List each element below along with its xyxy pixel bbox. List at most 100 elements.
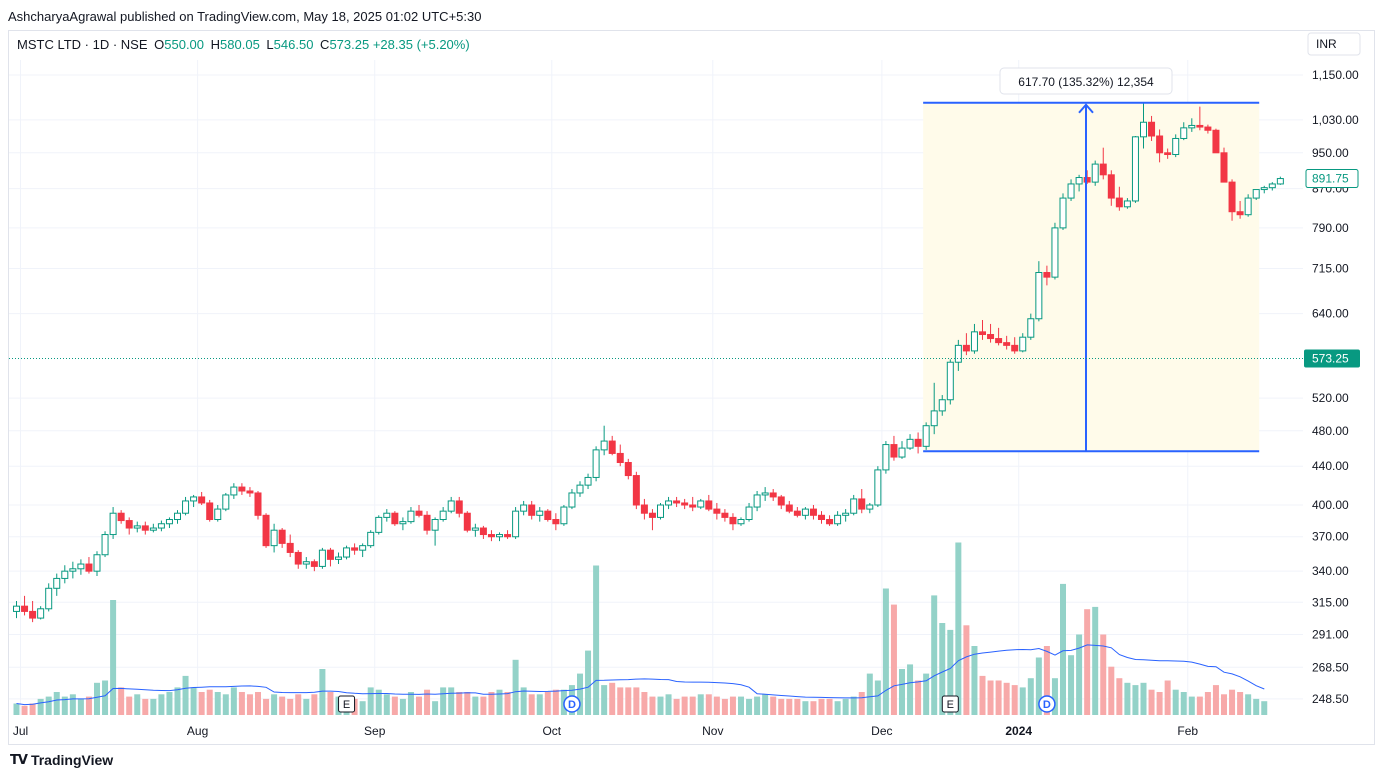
candle [182,496,190,516]
candle-body [431,519,439,531]
candle-body [769,492,777,498]
volume-bar [536,694,543,715]
candle-body [689,504,697,508]
volume-bar [1019,687,1026,715]
candle [745,502,753,522]
candle [930,382,938,435]
candle-body [222,494,230,510]
dividend-marker-label: D [568,699,576,711]
volume-bar [1068,655,1075,715]
candle-body [335,556,342,560]
candle [1244,194,1252,217]
candle [37,606,45,620]
candle [206,499,214,522]
candle-body [1156,135,1164,154]
candle [318,547,326,569]
volume-bar [271,694,278,715]
candle-body [930,410,938,427]
candle-body [1051,227,1059,278]
candle [1148,115,1156,141]
volume-bar [834,701,841,715]
volume-bar [947,629,954,715]
symbol-name[interactable]: MSTC LTD · 1D · NSE [17,37,148,52]
candle [995,327,1003,346]
candle-body [190,496,198,502]
candle-body [214,508,222,521]
candle-body [834,514,842,525]
candle [753,490,761,512]
candle [898,441,906,459]
volume-bar [657,696,664,715]
volume-bar [391,696,398,715]
candle [125,517,133,535]
y-tick-label: 291.00 [1312,628,1349,642]
high-value: 580.05 [220,37,260,52]
volume-bar [746,698,753,715]
volume-bar [1116,678,1123,715]
volume-bar [1140,682,1147,715]
candle [576,481,584,497]
candle [1212,128,1220,154]
candle [552,513,560,531]
volume-bar [1253,698,1260,715]
candle-body [777,496,785,506]
volume-bar [577,673,583,715]
volume-bar [45,696,52,715]
volume-bar [585,650,592,715]
volume-bar [504,692,511,715]
candle-body [995,338,1003,344]
volume-bar [850,696,857,715]
candle [262,513,270,548]
candle [938,395,946,416]
volume-bar [1172,689,1179,715]
y-tick-label: 480.00 [1312,424,1349,438]
candle-body [77,563,85,570]
candle [1131,136,1139,203]
candle-body [246,490,254,494]
candle-body [552,519,560,525]
y-tick-label: 315.00 [1312,595,1349,609]
candle [383,509,391,522]
volume-bar [1035,657,1042,715]
volume-bar [1092,606,1099,715]
candle [326,547,334,567]
candle [761,487,769,501]
candle [479,525,487,539]
candle-body [310,561,318,567]
candle [1260,185,1268,194]
candle-body [479,527,487,536]
candle [286,534,294,558]
candle-body [1027,318,1035,338]
candle [278,528,286,548]
open-value: 550.00 [164,37,205,52]
candle [1172,134,1180,158]
candle [801,507,809,520]
candle-body [906,438,914,449]
candle-body [375,516,383,533]
candle-body [496,534,503,538]
volume-bar [818,698,825,715]
candle-body [230,486,238,496]
candle [1164,148,1172,159]
candle-body [761,492,769,496]
volume-bar [166,692,173,715]
candle-body [512,510,520,538]
candle [882,441,890,474]
candle [214,505,222,522]
volume-bar [1237,692,1244,715]
candle-body [753,494,761,508]
volume-bar [424,689,431,715]
volume-bar [754,696,761,715]
candle [946,359,954,405]
footer-brand[interactable]: 𝗧𝗩 TradingView [10,752,113,768]
volume-bar [85,696,92,715]
volume-bar [142,698,149,715]
candle [133,521,141,533]
volume-bar [214,692,221,715]
volume-bar [126,696,133,715]
candle-body [697,500,705,508]
candle [1075,174,1083,192]
dividend-marker [1038,695,1056,713]
candle-body [29,610,37,619]
